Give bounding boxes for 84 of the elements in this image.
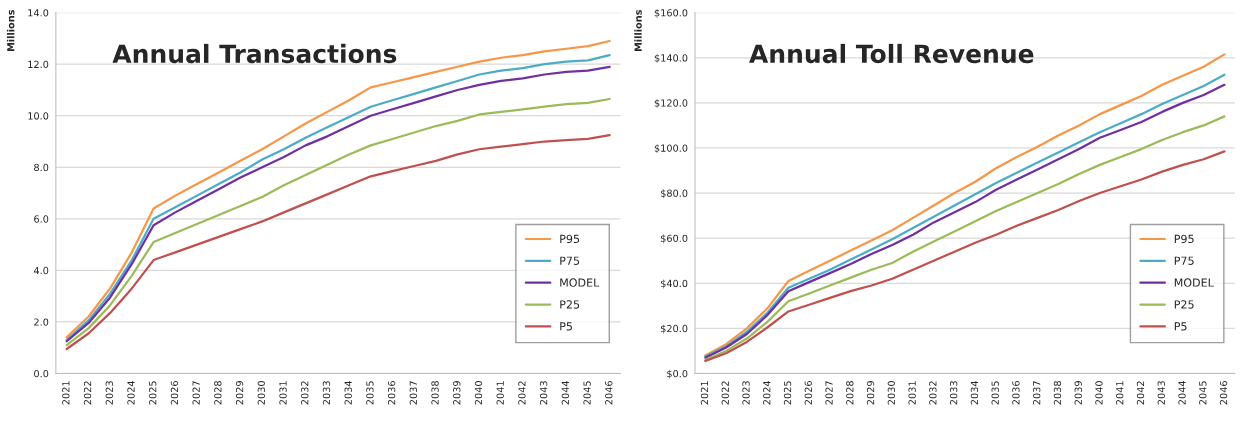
x-tick-label: 2044 bbox=[1178, 380, 1186, 405]
x-tick-label: 2042 bbox=[518, 381, 526, 405]
x-tick-label: 2044 bbox=[561, 380, 570, 405]
x-tick-label: 2035 bbox=[366, 381, 374, 405]
x-tick-label: 2023 bbox=[742, 381, 750, 405]
x-tick-label: 2028 bbox=[214, 381, 222, 405]
x-tick-label: 2024 bbox=[763, 380, 771, 405]
x-tick-label: 2030 bbox=[257, 381, 265, 405]
text: Annual Toll Revenue bbox=[749, 43, 1034, 64]
text: Annual Transactions bbox=[112, 43, 397, 64]
x-tick-label: 2043 bbox=[1157, 381, 1165, 405]
x-tick-label: 2043 bbox=[539, 381, 548, 405]
x-tick-label: 2037 bbox=[1033, 381, 1041, 405]
y-tick-label: 0.0 bbox=[34, 369, 49, 378]
x-tick-label: 2040 bbox=[1095, 381, 1103, 405]
y-tick-label: 4.0 bbox=[33, 266, 49, 275]
x-tick-label: 2025 bbox=[149, 381, 157, 405]
y-tick-label: 6.0 bbox=[34, 215, 49, 223]
y-tick-label: 12.0 bbox=[28, 60, 49, 69]
x-tick-label: 2022 bbox=[721, 381, 729, 405]
x-tick-label: 2046 bbox=[1219, 381, 1228, 405]
y-axis-title: Millions bbox=[634, 9, 642, 51]
x-tick-label: 2027 bbox=[192, 381, 200, 405]
y-tick-label: 14.0 bbox=[28, 9, 49, 17]
x-tick-label: 2021 bbox=[62, 381, 70, 405]
y-tick-label: $80.0 bbox=[660, 189, 688, 199]
y-tick-label: $140.0 bbox=[654, 54, 688, 63]
x-tick-label: 2036 bbox=[1012, 381, 1020, 405]
x-tick-label: 2025 bbox=[783, 381, 792, 405]
x-tick-label: 2032 bbox=[929, 381, 937, 405]
x-tick-label: 2024 bbox=[127, 380, 135, 405]
legend-label: MODEL bbox=[1174, 278, 1214, 287]
x-tick-label: 2033 bbox=[949, 381, 958, 405]
y-tick-label: 8.0 bbox=[34, 163, 49, 172]
legend-label: P95 bbox=[1174, 234, 1194, 244]
x-tick-label: 2028 bbox=[846, 381, 854, 405]
x-tick-label: 2022 bbox=[83, 381, 92, 405]
y-tick-label: $100.0 bbox=[654, 144, 688, 154]
y-tick-label: $160.0 bbox=[654, 8, 688, 18]
x-tick-label: 2031 bbox=[908, 381, 916, 405]
y-axis-title: Millions bbox=[6, 9, 15, 51]
y-tick-label: $60.0 bbox=[660, 234, 688, 244]
x-tick-label: 2037 bbox=[409, 381, 417, 405]
x-tick-label: 2038 bbox=[1053, 381, 1062, 405]
x-tick-label: 2027 bbox=[825, 381, 833, 405]
legend-label: P75 bbox=[1174, 256, 1194, 265]
x-tick-label: 2038 bbox=[431, 381, 439, 405]
legend-label: P25 bbox=[1174, 300, 1194, 309]
x-tick-label: 2041 bbox=[496, 381, 504, 405]
x-tick-label: 2034 bbox=[970, 380, 979, 405]
x-tick-label: 2046 bbox=[605, 381, 613, 405]
x-tick-label: 2026 bbox=[804, 381, 812, 405]
x-tick-label: 2035 bbox=[991, 381, 999, 405]
y-tick-label: 2.0 bbox=[34, 318, 49, 326]
x-tick-label: 2023 bbox=[105, 381, 113, 405]
y-tick-label: $120.0 bbox=[654, 99, 688, 108]
y-tick-label: $40.0 bbox=[660, 279, 688, 289]
x-tick-label: 2033 bbox=[322, 381, 331, 405]
y-tick-label: $0.0 bbox=[667, 369, 688, 379]
x-tick-label: 2032 bbox=[301, 381, 309, 405]
legend-label: P75 bbox=[560, 256, 580, 265]
x-tick-label: 2045 bbox=[583, 381, 591, 405]
y-tick-label: $20.0 bbox=[660, 324, 688, 334]
x-tick-label: 2026 bbox=[170, 381, 179, 405]
x-tick-label: 2031 bbox=[279, 381, 287, 405]
legend-label: P25 bbox=[560, 300, 580, 309]
x-tick-label: 2034 bbox=[344, 380, 352, 405]
line-series bbox=[65, 133, 611, 351]
x-tick-label: 2045 bbox=[1199, 381, 1207, 405]
x-tick-label: 2039 bbox=[1074, 381, 1082, 405]
x-tick-label: 2021 bbox=[700, 381, 709, 405]
legend-label: MODEL bbox=[560, 278, 600, 287]
y-tick-label: 10.0 bbox=[28, 112, 49, 120]
x-tick-label: 2041 bbox=[1116, 381, 1124, 405]
x-tick-label: 2030 bbox=[887, 381, 896, 405]
x-tick-label: 2036 bbox=[387, 381, 396, 405]
x-tick-label: 2039 bbox=[453, 381, 461, 405]
x-tick-label: 2042 bbox=[1136, 381, 1145, 405]
x-tick-label: 2029 bbox=[866, 381, 875, 405]
legend-label: P95 bbox=[560, 234, 580, 244]
x-tick-label: 2029 bbox=[235, 381, 244, 405]
legend-label: P5 bbox=[1174, 322, 1187, 331]
legend-label: P5 bbox=[560, 322, 572, 331]
x-tick-label: 2040 bbox=[474, 381, 483, 405]
